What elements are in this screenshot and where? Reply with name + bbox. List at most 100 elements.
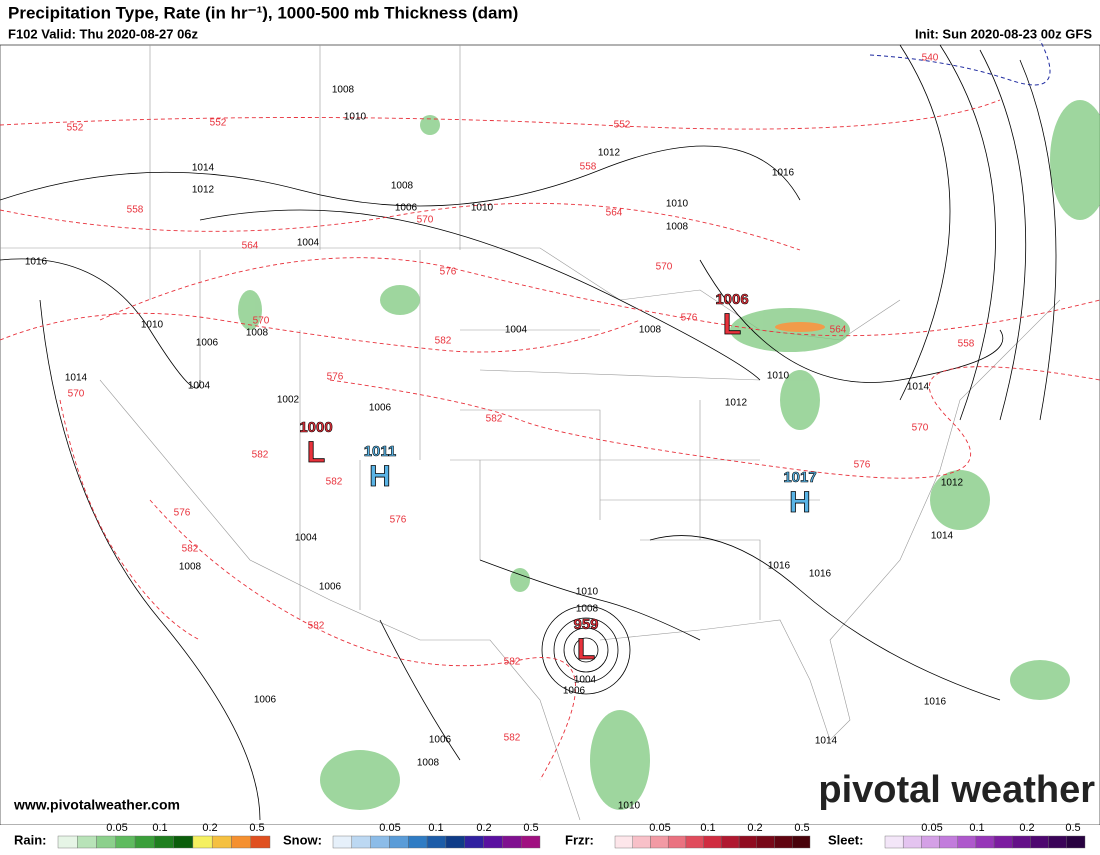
legend-name: Frzr: (565, 832, 594, 847)
thickness-label: 576 (327, 372, 344, 383)
thickness-label: 576 (174, 508, 191, 519)
isobar-label: 1004 (188, 381, 211, 392)
isobar-label: 1014 (65, 373, 88, 384)
legend-swatch (173, 835, 194, 849)
legend-tick: 0.05 (649, 822, 670, 834)
isobar-label: 1008 (639, 325, 662, 336)
legend-tick: 0.05 (379, 822, 400, 834)
legend-swatch (685, 835, 704, 849)
center-letter: L (577, 633, 595, 666)
isobar-label: 1004 (574, 675, 597, 686)
center-letter: H (789, 486, 811, 519)
isobar-label: 1012 (725, 398, 748, 409)
legend-tick: 0.5 (249, 822, 264, 834)
legend-tick: 0.2 (1019, 822, 1034, 834)
thickness-label: 564 (242, 241, 259, 252)
thickness-label: 582 (326, 477, 343, 488)
legend-swatch (332, 835, 353, 849)
thickness-label: 552 (67, 123, 84, 134)
valid-time: F102 Valid: Thu 2020-08-27 06z (8, 26, 199, 41)
thickness-label: 582 (486, 414, 503, 425)
thickness-label: 576 (390, 515, 407, 526)
legend-swatch (939, 835, 958, 849)
isobar-label: 1010 (666, 199, 689, 210)
legend-swatch (154, 835, 174, 849)
legend-swatch (77, 835, 97, 849)
legend-swatch (632, 835, 651, 849)
legend-swatch (231, 835, 251, 849)
legend-tick: 0.1 (428, 822, 443, 834)
legend-tick: 0.1 (152, 822, 167, 834)
legend-name: Sleet: (828, 832, 863, 847)
center-letter: H (369, 460, 391, 493)
legend-tick: 0.2 (476, 822, 491, 834)
legend-swatch (483, 835, 503, 849)
legend-swatch (1048, 835, 1068, 849)
thickness-label: 570 (68, 389, 85, 400)
isobar-label: 1014 (931, 531, 954, 542)
thickness-label: 582 (504, 733, 521, 744)
isobar-label: 1012 (598, 148, 621, 159)
precip-areas (238, 100, 1100, 810)
legend-swatch (192, 835, 213, 849)
legend-swatch (134, 835, 155, 849)
isobar-label: 1012 (192, 185, 215, 196)
isobar-label: 1016 (772, 168, 795, 179)
thickness-label: 558 (580, 162, 597, 173)
isobar-label: 1002 (277, 395, 300, 406)
center-letter: L (723, 308, 741, 341)
legend-swatch (1030, 835, 1049, 849)
center-pressure: 959 (573, 616, 598, 633)
isobar-label: 1004 (505, 325, 528, 336)
thickness-label: 552 (210, 118, 227, 129)
isobar-label: 1008 (246, 328, 269, 339)
legend-swatch (774, 835, 793, 849)
legend-swatch (756, 835, 775, 849)
site-url: www.pivotalweather.com (13, 797, 180, 813)
legend-tick: 0.1 (969, 822, 984, 834)
legend-tick: 0.05 (921, 822, 942, 834)
legend-swatch (1012, 835, 1031, 849)
center-pressure: 1017 (783, 469, 816, 486)
legend-swatch (426, 835, 447, 849)
isobar-label: 1016 (768, 561, 791, 572)
thickness-label: 564 (606, 208, 623, 219)
isobar-label: 1006 (563, 686, 586, 697)
isobar-label: 1016 (25, 257, 48, 268)
legend-swatch (520, 835, 541, 849)
isobar-label: 1014 (815, 736, 838, 747)
legend-swatch (921, 835, 940, 849)
legend-tick: 0.2 (747, 822, 762, 834)
thickness-label: 582 (435, 336, 452, 347)
isobar-label: 1010 (767, 371, 790, 382)
legend-swatch (884, 835, 904, 849)
legend-name: Snow: (283, 832, 322, 847)
legend-swatch (370, 835, 390, 849)
isobar-label: 1012 (941, 478, 964, 489)
thickness-label: 582 (252, 450, 269, 461)
legend-swatch (351, 835, 371, 849)
isobar-label: 1008 (666, 222, 689, 233)
legend-tick: 0.5 (794, 822, 809, 834)
legend-tick: 0.05 (106, 822, 127, 834)
thickness-label: 582 (182, 544, 199, 555)
thickness-label: 564 (830, 325, 847, 336)
thickness-label: 576 (681, 313, 698, 324)
isobar-label: 1008 (576, 604, 599, 615)
thickness-label: 576 (854, 460, 871, 471)
thickness-label: 540 (922, 53, 939, 64)
legend-swatch (464, 835, 484, 849)
legend-swatch (502, 835, 522, 849)
center-letter: L (307, 436, 325, 469)
legend-swatch (96, 835, 117, 849)
isobar-label: 1014 (192, 163, 215, 174)
thickness-label: 570 (417, 215, 434, 226)
legend-swatch (993, 835, 1013, 849)
isobar-label: 1010 (344, 112, 367, 123)
legend-tick: 0.2 (202, 822, 217, 834)
legend-swatch (614, 835, 633, 849)
center-pressure: 1000 (299, 419, 332, 436)
isobar-label: 1004 (297, 238, 320, 249)
legend-swatch (1066, 835, 1086, 849)
legend-swatch (445, 835, 465, 849)
